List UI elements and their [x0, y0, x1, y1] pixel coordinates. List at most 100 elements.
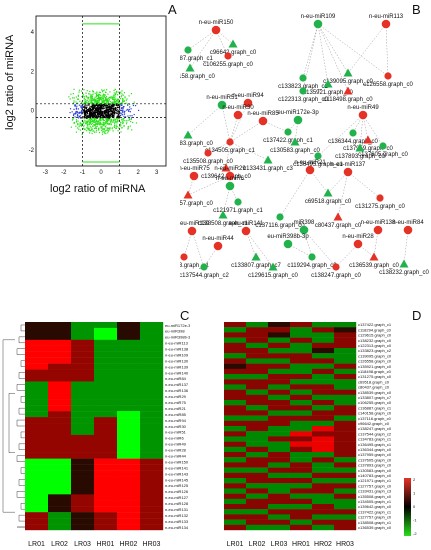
scatter-point — [118, 112, 120, 114]
heatmap-cell — [312, 394, 335, 401]
scatter-point — [92, 91, 94, 93]
scatter-point — [111, 119, 113, 121]
network-edge — [317, 23, 389, 77]
scatter-point — [102, 100, 104, 103]
scatter-point — [107, 101, 109, 104]
scatter-point — [84, 108, 86, 110]
scatter-point — [106, 111, 108, 113]
heatmap-cell — [140, 488, 164, 495]
network-node: n-eu-miR49 — [347, 105, 379, 120]
scatter-point — [107, 108, 109, 111]
scatter-point — [122, 102, 124, 104]
y-tick-label: 4 — [31, 30, 35, 36]
scatter-point — [121, 114, 123, 116]
heatmap-cell — [224, 374, 247, 380]
network-node-label: c140783.graph_c0 — [180, 141, 214, 147]
scatter-point — [105, 96, 108, 98]
scatter-point — [103, 110, 105, 112]
heatmap-cell — [117, 470, 141, 477]
scatter-point — [82, 106, 84, 109]
scatter-point — [119, 102, 121, 104]
heatmap-cell — [334, 441, 357, 447]
network-node: eu-miR172e-3p — [277, 110, 319, 125]
heatmap-cell — [224, 446, 247, 453]
scatter-point — [73, 108, 75, 110]
scatter-point — [100, 126, 102, 128]
dendrogram-branch — [20, 467, 25, 474]
heatmap-cell — [94, 411, 118, 418]
scatter-point — [130, 117, 133, 119]
heatmap-cell — [71, 339, 95, 346]
scatter-point — [103, 104, 105, 107]
heatmap-row-label: n-eu-miR49 — [165, 442, 187, 447]
heatmap-cell — [268, 426, 291, 432]
scatter-point — [71, 119, 74, 121]
scatter-point — [87, 109, 89, 111]
heatmap-cell — [94, 482, 118, 489]
scatter-point — [87, 128, 89, 130]
scatter-point — [96, 107, 98, 109]
heatmap-cell — [94, 387, 118, 394]
scatter-point — [122, 109, 124, 111]
heatmap-cell — [224, 514, 247, 520]
network-node: n-eu-miR109 — [301, 14, 336, 29]
scatter-point — [102, 102, 104, 104]
scatter-point — [102, 114, 105, 117]
scatter-point — [83, 115, 86, 118]
scatter-point — [87, 115, 89, 117]
network-node-label: c138247.graph_c0 — [311, 273, 361, 279]
heatmap-cell — [312, 504, 335, 510]
scatter-point — [103, 93, 105, 96]
scatter-point — [124, 97, 126, 99]
scatter-point — [105, 127, 107, 129]
heatmap-cell — [246, 322, 269, 328]
dendrogram-branch — [18, 479, 25, 486]
heatmap-cell — [25, 488, 49, 495]
scatter-point — [104, 110, 106, 113]
heatmap-cell — [25, 440, 49, 447]
heatmap-cell — [48, 428, 72, 436]
network-edge — [317, 114, 364, 157]
heatmap-cell — [312, 426, 335, 432]
scatter-point — [112, 96, 115, 98]
scatter-point — [80, 117, 82, 119]
scatter-point — [130, 93, 133, 95]
scatter-point — [85, 120, 87, 122]
network-edge — [279, 169, 311, 218]
scatter-point — [82, 110, 85, 112]
heatmap-cell — [334, 358, 357, 364]
scatter-point — [121, 93, 123, 95]
gene-node-triangle — [369, 252, 379, 261]
scatter-point — [93, 101, 96, 103]
heatmap-cell — [290, 472, 313, 479]
network-node-label: c126558.graph_c0 — [363, 82, 413, 88]
scatter-point — [91, 104, 93, 106]
scatter-point — [105, 108, 107, 110]
scatter-point — [90, 118, 93, 120]
network-node-label: c133807.graph_c7 — [231, 263, 281, 269]
scatter-point — [89, 123, 91, 125]
network-node-label: n-eu-miR6 — [216, 176, 245, 182]
network-node: c69518.graph_c0 — [305, 188, 352, 205]
scatter-point — [123, 115, 125, 117]
scatter-point — [90, 111, 93, 113]
scatter-point — [123, 92, 126, 94]
scatter-point — [111, 127, 113, 129]
scatter-point — [109, 116, 111, 118]
heatmap-cell — [268, 452, 291, 458]
scatter-point — [107, 127, 110, 129]
dendrogram-branch — [20, 431, 25, 439]
scatter-point — [93, 100, 95, 102]
scatter-point — [96, 121, 98, 123]
heatmap-cell — [117, 357, 141, 364]
heatmap-cell — [94, 518, 118, 525]
scatter-point — [86, 116, 88, 118]
scatter-point — [117, 91, 119, 93]
heatmap-cell — [312, 353, 335, 359]
heatmap-cell — [25, 417, 49, 424]
scatter-point — [86, 121, 88, 124]
heatmap-cell — [246, 410, 269, 416]
heatmap-cell — [94, 369, 118, 376]
scatter-point — [87, 109, 90, 112]
network-edge — [403, 229, 409, 265]
